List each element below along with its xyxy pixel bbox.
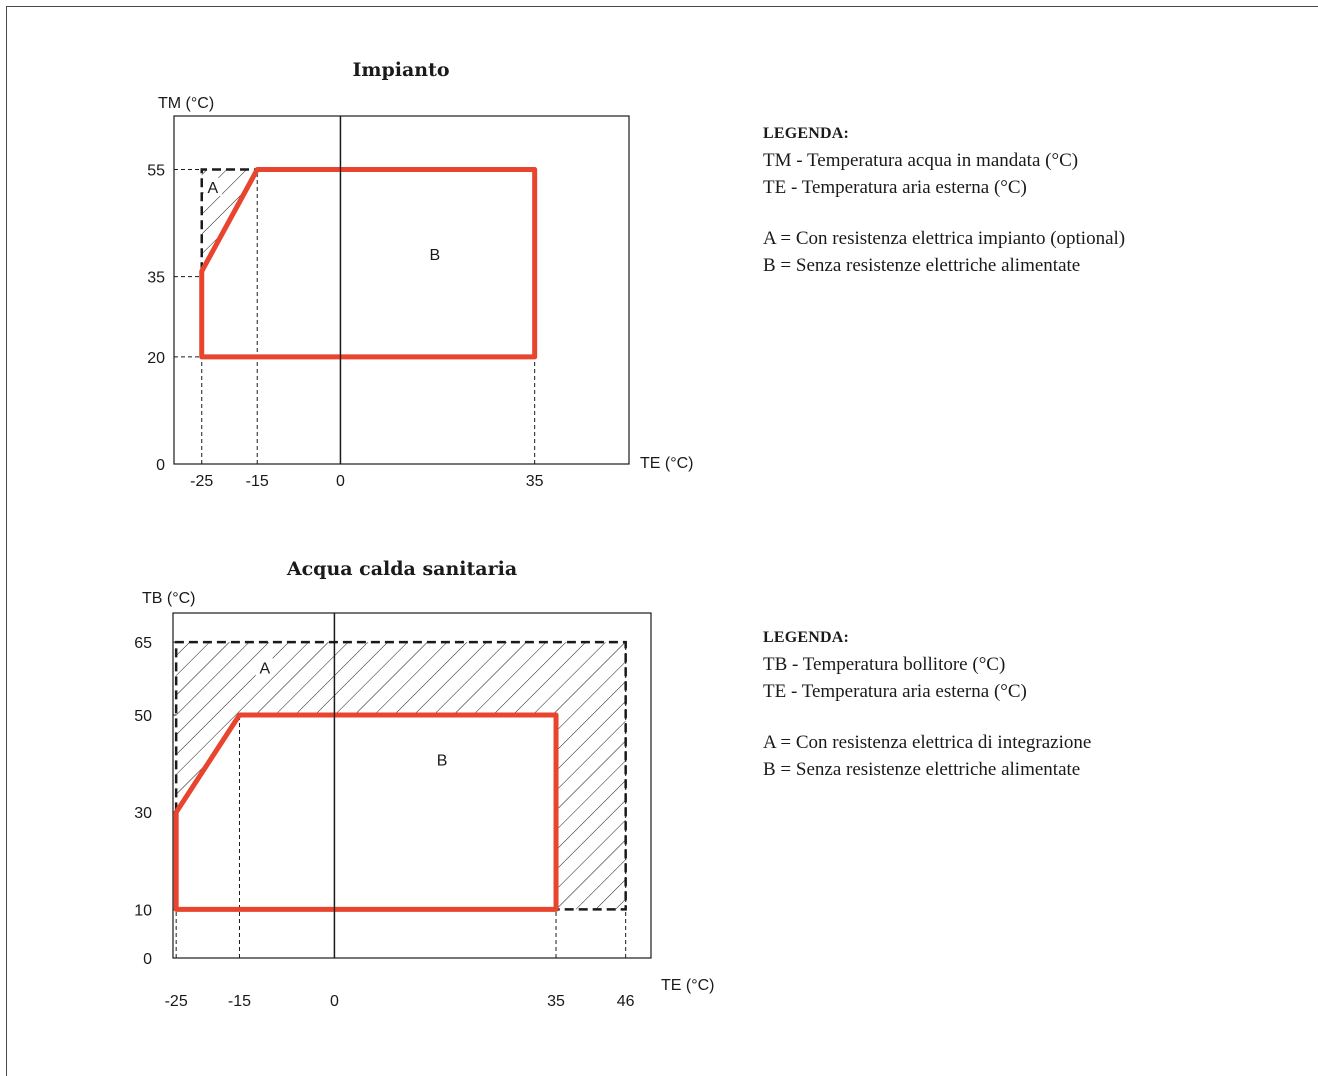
legend-acqua-calda-sanitaria: LEGENDA: TB - Temperatura bollitore (°C)… (763, 624, 1091, 783)
chart-title: Impianto (352, 59, 449, 81)
region-label-bg (433, 750, 452, 769)
legend-title: LEGENDA: (763, 629, 850, 646)
region-b-outline (173, 712, 559, 912)
legend-item: A = Con resistenza elettrica impianto (o… (763, 228, 1126, 249)
region-label: B (429, 247, 440, 264)
page-frame (6, 6, 1318, 1076)
region-b-fill (176, 715, 557, 910)
y-axis-label: TB (°C) (142, 590, 196, 607)
x-tick-label: -15 (228, 993, 251, 1010)
region-b-fill (201, 169, 535, 357)
chart-impianto: Impianto TM (°C) TE (°C) 0 20 35 55 -25 -15 0 3… (147, 59, 693, 490)
chart-acqua-calda-sanitaria: Acqua calda sanitaria TB (°C) TE (°C) 0 1… (134, 558, 714, 1010)
x-tick-label: -25 (165, 993, 188, 1010)
region-label-bg (255, 658, 274, 677)
y-tick-label: 10 (134, 902, 152, 919)
y-axis-label: TM (°C) (158, 95, 214, 112)
x-tick-label: -15 (246, 473, 269, 490)
legend-line: TB - Temperatura bollitore (°C) (763, 654, 1006, 675)
y-tick-label: 0 (156, 457, 165, 474)
y-tick-label: 20 (147, 350, 165, 367)
y-tick-label: 55 (147, 163, 165, 180)
y-tick-label: 65 (134, 635, 152, 652)
region-a-outline (174, 640, 627, 911)
region-label-bg (203, 177, 222, 196)
region-label: B (437, 753, 448, 770)
legend-line: TM - Temperatura acqua in mandata (°C) (763, 150, 1079, 171)
x-tick-label: 0 (336, 473, 345, 490)
x-tick-label: 35 (547, 993, 565, 1010)
x-axis-label: TE (°C) (661, 977, 715, 994)
x-tick-label: -25 (190, 473, 213, 490)
region-label: A (208, 180, 219, 197)
chart-title: Acqua calda sanitaria (286, 558, 517, 580)
legend-line: TE - Temperatura aria esterna (°C) (763, 681, 1027, 702)
x-tick-label: 35 (526, 473, 544, 490)
legend-item: A = Con resistenza elettrica di integraz… (763, 732, 1092, 753)
y-tick-label: 35 (147, 270, 165, 287)
x-tick-label: 0 (330, 993, 339, 1010)
x-tick-label: 46 (617, 993, 635, 1010)
legend-impianto: LEGENDA: TM - Temperatura acqua in manda… (763, 120, 1125, 279)
region-label: A (259, 660, 270, 677)
y-tick-label: 0 (143, 951, 152, 968)
plot-frame (172, 612, 652, 959)
y-tick-label: 50 (134, 708, 152, 725)
y-tick-label: 30 (134, 805, 152, 822)
legend-item: B = Senza resistenze elettriche alimenta… (763, 759, 1081, 780)
legend-line: TE - Temperatura aria esterna (°C) (763, 177, 1027, 198)
legend-item: B = Senza resistenze elettriche alimenta… (763, 255, 1081, 276)
region-label-bg (425, 244, 444, 263)
region-b-outline (199, 167, 538, 360)
legend-title: LEGENDA: (763, 125, 850, 142)
plot-frame (173, 115, 630, 465)
x-axis-label: TE (°C) (640, 455, 694, 472)
